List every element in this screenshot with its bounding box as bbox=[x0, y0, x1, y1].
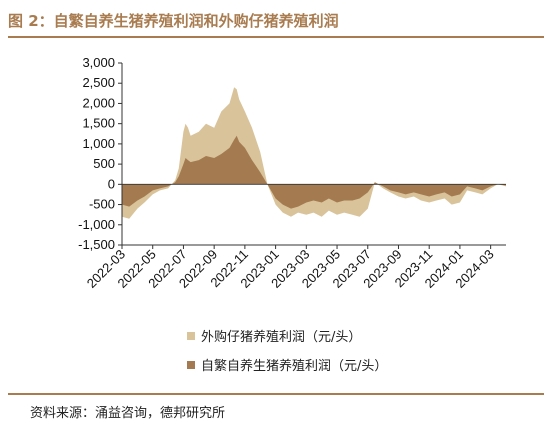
legend-swatch bbox=[187, 332, 195, 340]
legend-swatch bbox=[187, 361, 195, 369]
legend-label: 自繁自养生猪养殖利润（元/头） bbox=[201, 358, 387, 374]
y-tick-label: -500 bbox=[89, 197, 115, 212]
y-tick-label: 0 bbox=[108, 176, 115, 191]
source-note: 资料来源：涌益咨询，德邦研究所 bbox=[30, 406, 226, 421]
y-tick-label: 3,000 bbox=[82, 55, 115, 70]
y-tick-label: 500 bbox=[93, 156, 115, 171]
legend-label: 外购仔猪养殖利润（元/头） bbox=[201, 329, 361, 345]
title-rule bbox=[8, 36, 544, 38]
y-tick-label: -1,500 bbox=[78, 237, 115, 252]
y-tick-label: -1,000 bbox=[78, 217, 115, 232]
x-axis: 2022-032022-052022-072022-092022-112023-… bbox=[84, 244, 506, 291]
figure-title: 图 2：自繁自养生猪养殖利润和外购仔猪养殖利润 bbox=[8, 12, 339, 30]
legend: 外购仔猪养殖利润（元/头） 自繁自养生猪养殖利润（元/头） bbox=[187, 329, 387, 374]
chart: 3,000 2,500 2,000 1,500 1,000 500 0 -500 -1,000 -… bbox=[78, 55, 506, 374]
y-tick-label: 1,000 bbox=[82, 136, 115, 151]
self-breeding-profit-area bbox=[122, 135, 506, 209]
y-tick-label: 2,500 bbox=[82, 75, 115, 90]
footer-rule bbox=[8, 393, 544, 395]
plot-area bbox=[122, 87, 506, 219]
y-axis: 3,000 2,500 2,000 1,500 1,000 500 0 -500 -1,000 -… bbox=[78, 55, 123, 252]
y-tick-label: 2,000 bbox=[82, 95, 115, 110]
y-tick-label: 1,500 bbox=[82, 116, 115, 131]
